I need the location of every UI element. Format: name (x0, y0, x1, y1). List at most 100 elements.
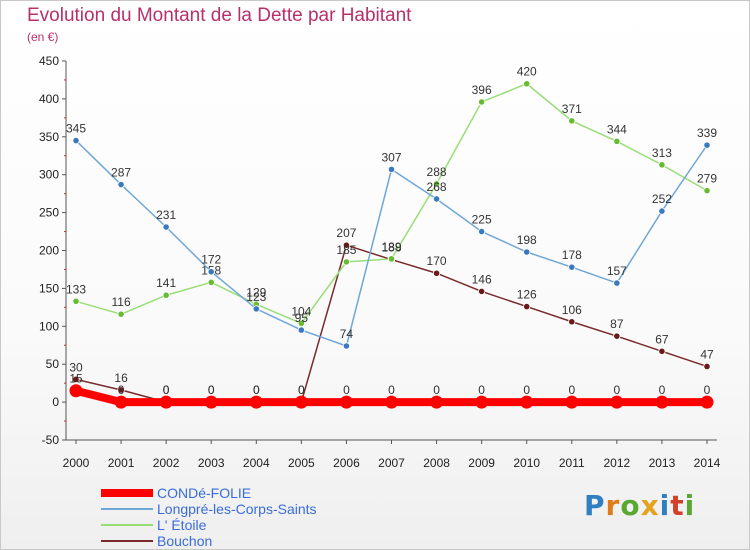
data-label: 268 (427, 180, 447, 194)
data-point (478, 287, 486, 296)
data-label: 420 (517, 65, 537, 79)
data-point (700, 395, 714, 409)
data-point (432, 180, 441, 188)
y-tick-label: 450 (39, 54, 59, 68)
y-tick-label: 200 (39, 244, 59, 258)
y-tick-label: 150 (39, 281, 59, 295)
proxiti-logo: Proxiti (584, 489, 696, 522)
data-label: 0 (388, 383, 395, 397)
data-label: 123 (246, 290, 266, 304)
chart-legend: CONDé-FOLIE Longpré-les-Corps-Saints L' Ét… (101, 485, 317, 549)
data-point (387, 255, 396, 263)
data-point (207, 278, 215, 286)
data-point (655, 395, 669, 409)
data-point (610, 395, 624, 409)
data-label: 0 (163, 383, 170, 397)
data-label: 396 (472, 83, 492, 97)
data-point (478, 98, 486, 106)
data-label: 0 (478, 383, 485, 397)
chart-subtitle: (en €) (27, 30, 59, 44)
data-label: 67 (655, 332, 669, 346)
data-point (162, 223, 170, 231)
data-label: 0 (568, 383, 575, 397)
data-label: 30 (69, 360, 83, 374)
data-label: 0 (298, 383, 305, 397)
legend-label: Longpré-les-Corps-Saints (157, 501, 317, 517)
data-point (117, 310, 125, 318)
data-label: 74 (340, 327, 354, 341)
x-tick-label: 2003 (198, 456, 225, 470)
data-point (297, 319, 305, 327)
data-point (162, 291, 170, 299)
x-tick-label: 2008 (423, 456, 450, 470)
data-label: 0 (253, 383, 260, 397)
data-point (159, 395, 173, 409)
data-point (475, 395, 489, 409)
legend-item: Bouchon (101, 533, 317, 549)
data-label: 146 (472, 272, 492, 286)
data-point (703, 187, 711, 195)
data-point (249, 395, 263, 409)
y-tick-label: 350 (39, 130, 59, 144)
data-label: 157 (607, 264, 627, 278)
data-point (207, 268, 215, 276)
data-label: 189 (381, 240, 401, 254)
data-label: 0 (253, 383, 260, 397)
data-label: 126 (517, 288, 537, 302)
data-point (387, 165, 396, 173)
data-point (432, 195, 441, 203)
data-label: 170 (427, 254, 447, 268)
data-label: 198 (517, 233, 537, 247)
data-label: 225 (472, 213, 492, 227)
data-point (703, 362, 711, 371)
y-tick-label: 400 (39, 92, 59, 106)
chart-title: Evolution du Montant de la Dette par Hab… (27, 5, 412, 26)
data-point (520, 395, 534, 409)
data-label: 288 (427, 165, 447, 179)
data-label: 0 (659, 383, 666, 397)
data-label: 231 (156, 208, 176, 222)
data-label: 47 (700, 347, 714, 361)
data-label: 0 (704, 383, 711, 397)
x-tick-label: 2010 (513, 456, 540, 470)
data-label: 0 (163, 383, 170, 397)
x-tick-label: 2007 (378, 456, 405, 470)
data-point (72, 375, 80, 383)
legend-swatch (101, 489, 153, 497)
data-point (342, 258, 351, 266)
legend-swatch (101, 524, 153, 526)
y-tick-label: 100 (39, 319, 59, 333)
data-label: 371 (562, 102, 582, 116)
legend-swatch (101, 508, 153, 510)
data-label: 141 (156, 276, 176, 290)
data-point (342, 241, 351, 249)
data-point (613, 137, 621, 145)
data-label: 106 (562, 303, 582, 317)
data-label: 0 (343, 383, 350, 397)
data-point (613, 332, 621, 340)
legend-label: L' Étoile (157, 517, 207, 533)
data-point (342, 342, 351, 350)
data-label: 104 (291, 304, 311, 318)
data-point (204, 395, 218, 409)
data-label: 252 (652, 192, 672, 206)
data-label: 16 (114, 371, 128, 385)
data-point (565, 395, 579, 409)
x-tick-label: 2012 (604, 456, 631, 470)
x-tick-label: 2002 (153, 456, 180, 470)
data-label: 279 (697, 172, 717, 186)
data-point (385, 395, 398, 409)
x-tick-label: 2009 (468, 456, 495, 470)
data-label: 0 (614, 383, 621, 397)
data-point (658, 161, 666, 169)
data-point (568, 318, 576, 326)
data-label: 0 (208, 383, 215, 397)
data-point (339, 395, 353, 409)
data-label: 287 (111, 166, 131, 180)
x-tick-label: 2000 (63, 456, 90, 470)
data-label: 0 (523, 383, 530, 397)
data-point (252, 305, 260, 313)
data-point (613, 279, 621, 287)
data-label: 0 (118, 383, 125, 397)
data-label: 0 (433, 383, 440, 397)
